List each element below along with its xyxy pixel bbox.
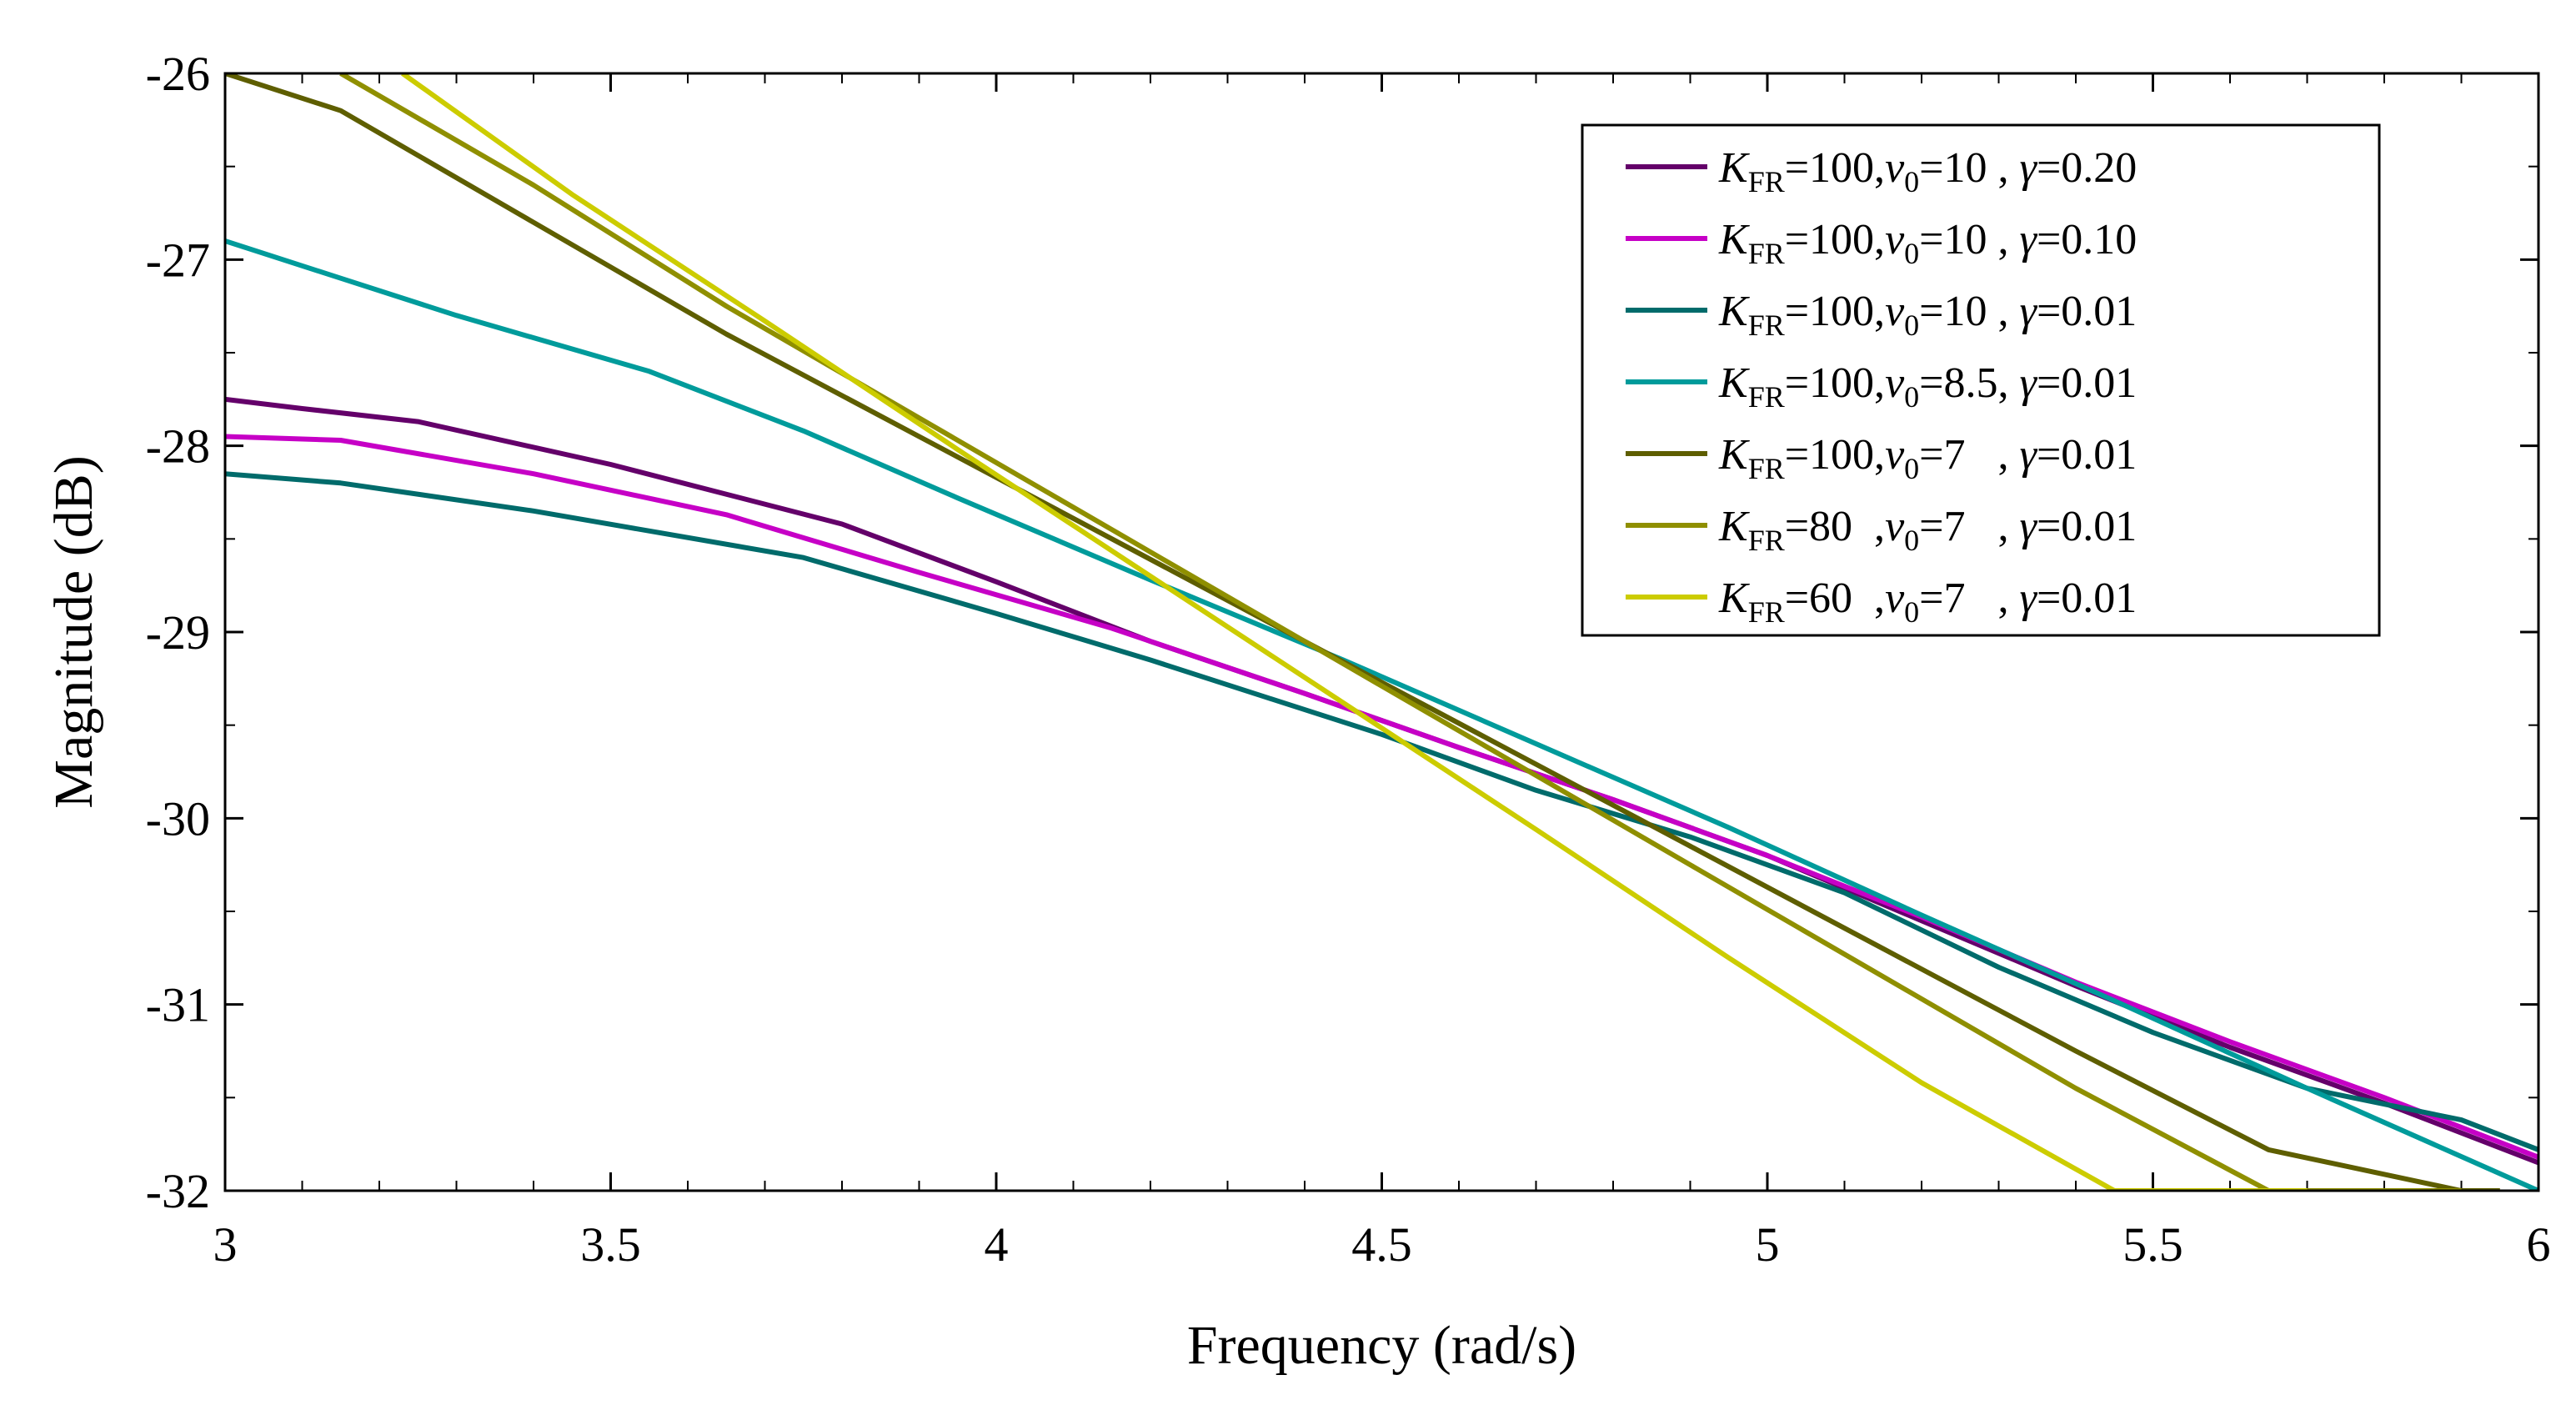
y-tick-label: -29 bbox=[146, 605, 210, 660]
legend-entry-6: KFR=80 ,v0=7 , γ=0.01 bbox=[1718, 503, 2137, 557]
x-axis-ticks: 3 3.5 4 4.5 5 5.5 6 bbox=[213, 73, 2551, 1272]
legend-entry-2: KFR=100,v0=10 , γ=0.10 bbox=[1718, 216, 2137, 270]
series-line-7 bbox=[401, 73, 2308, 1191]
series-line-3 bbox=[225, 471, 2538, 1152]
y-tick-label: -31 bbox=[146, 978, 210, 1032]
series-lines bbox=[225, 73, 2538, 1191]
x-tick-label: 5 bbox=[1756, 1217, 1780, 1272]
y-tick-label: -27 bbox=[146, 233, 210, 287]
x-tick-label: 5.5 bbox=[2122, 1217, 2183, 1272]
plot-frame bbox=[223, 72, 2540, 1192]
legend: KFR=100,v0=10 , γ=0.20 KFR=100,v0=10 , γ=… bbox=[1581, 123, 2381, 637]
series-line-5 bbox=[225, 73, 2500, 1191]
y-axis-title: Magnitude (dB) bbox=[43, 455, 104, 808]
legend-entry-4: KFR=100,v0=8.5, γ=0.01 bbox=[1718, 359, 2137, 414]
series-line-6 bbox=[339, 73, 2462, 1191]
x-tick-label: 6 bbox=[2527, 1217, 2551, 1272]
x-tick-label: 4 bbox=[985, 1217, 1009, 1272]
y-tick-label: -30 bbox=[146, 791, 210, 846]
x-tick-label: 3 bbox=[213, 1217, 238, 1272]
legend-entry-1: KFR=100,v0=10 , γ=0.20 bbox=[1718, 144, 2137, 198]
x-tick-label: 3.5 bbox=[580, 1217, 641, 1272]
y-tick-label: -28 bbox=[146, 419, 210, 474]
series-line-4 bbox=[225, 238, 2538, 1191]
x-axis-title: Frequency (rad/s) bbox=[1187, 1315, 1576, 1376]
y-tick-label: -32 bbox=[146, 1164, 210, 1218]
y-axis-ticks: -32 -31 -30 -29 -28 -27 -26 bbox=[146, 47, 2538, 1218]
x-tick-label: 4.5 bbox=[1351, 1217, 1412, 1272]
legend-box bbox=[1581, 123, 2381, 637]
series-line-2 bbox=[225, 434, 2538, 1160]
legend-entry-3: KFR=100,v0=10 , γ=0.01 bbox=[1718, 288, 2137, 342]
y-tick-label: -26 bbox=[146, 47, 210, 101]
legend-entry-5: KFR=100,v0=7 , γ=0.01 bbox=[1718, 431, 2137, 485]
legend-entry-7: KFR=60 ,v0=7 , γ=0.01 bbox=[1718, 575, 2137, 629]
